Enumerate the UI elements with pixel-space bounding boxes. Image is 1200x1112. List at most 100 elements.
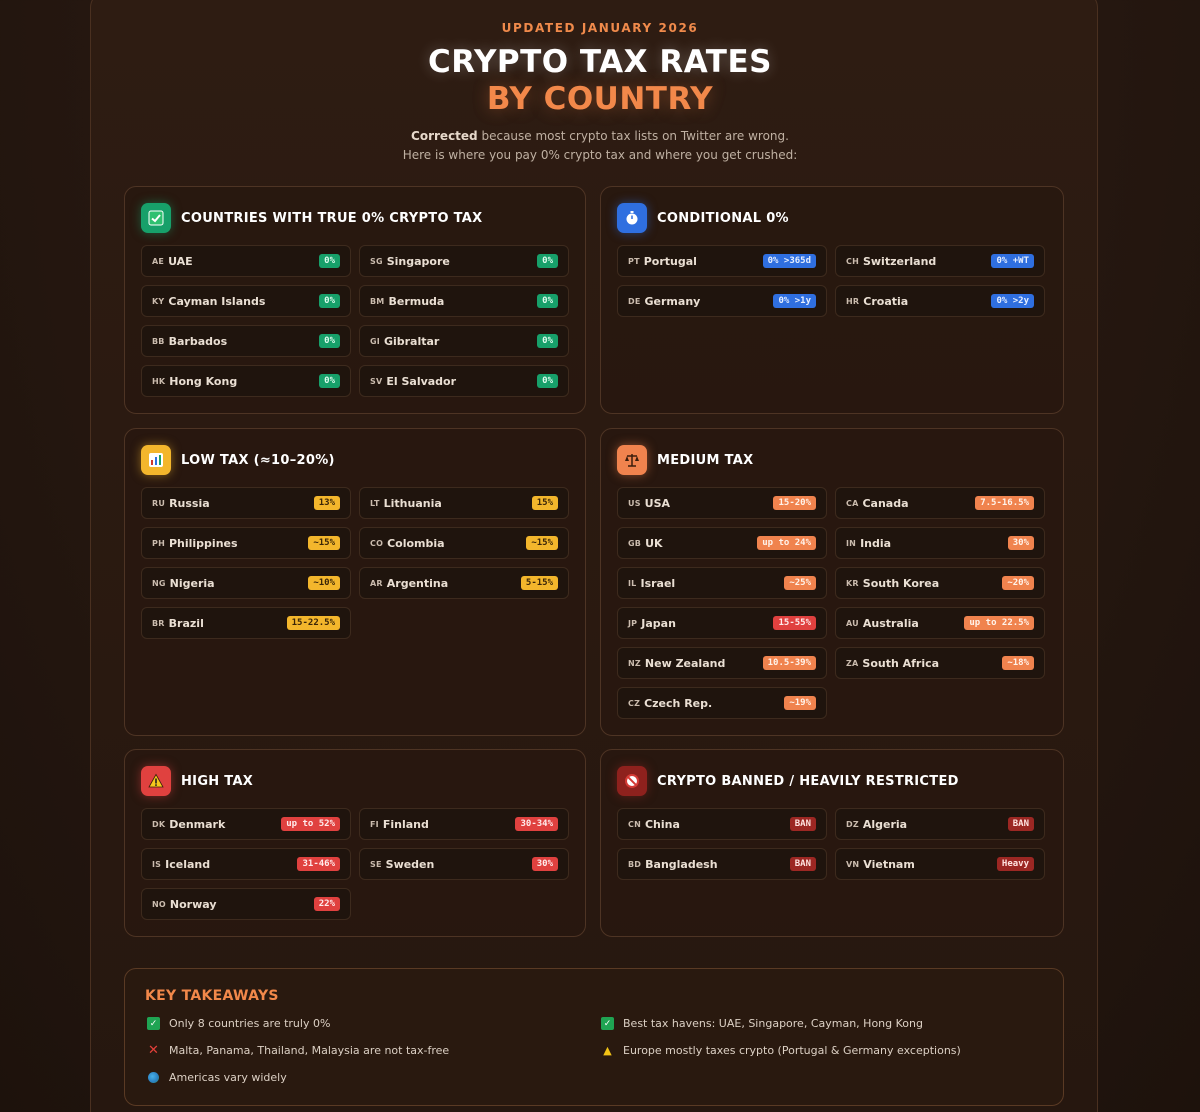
country-code: SV	[370, 376, 383, 386]
tax-rate-badge: ~20%	[1002, 576, 1034, 590]
country-code: PH	[152, 538, 165, 548]
bar-chart-icon	[141, 445, 171, 475]
country-code: ZA	[846, 658, 859, 668]
country-name: Hong Kong	[169, 374, 238, 388]
country-code: DK	[152, 819, 166, 829]
tax-rate-badge: 0%	[537, 334, 558, 348]
tax-rate-badge: 0%	[319, 374, 340, 388]
country-code: LT	[370, 498, 380, 508]
country-name: Colombia	[387, 536, 445, 550]
country-code: CH	[846, 256, 859, 266]
page-subtitle: Corrected because most crypto tax lists …	[0, 127, 1200, 165]
country-row: KR South Korea ~20%	[835, 567, 1045, 599]
country-row: LT Lithuania 15%	[359, 487, 569, 519]
tax-rate-badge: BAN	[1007, 817, 1034, 831]
country-name: Croatia	[863, 294, 909, 308]
takeaways-title: KEY TAKEAWAYS	[145, 988, 279, 1004]
takeaway-text: Only 8 countries are truly 0%	[169, 1017, 331, 1030]
tax-rate-badge: 0% +WT	[991, 254, 1034, 268]
tax-rate-badge: 0% >2y	[991, 294, 1034, 308]
tax-rate-badge: 31-46%	[297, 857, 340, 871]
section-header: MEDIUM TAX	[617, 445, 753, 475]
section-banned: CRYPTO BANNED / HEAVILY RESTRICTED CN Chi…	[600, 749, 1064, 937]
country-code: NZ	[628, 658, 641, 668]
check-icon: ✓	[601, 1017, 614, 1030]
country-code: BR	[152, 618, 165, 628]
country-name: Brazil	[168, 616, 204, 630]
country-list: US USA 15-20% CA Canada 7.5-16.5% GB UK up to 24…	[617, 487, 1045, 719]
check-icon: ✓	[147, 1017, 160, 1030]
country-code: SE	[370, 859, 382, 869]
country-row: BB Barbados 0%	[141, 325, 351, 357]
country-code: US	[628, 498, 641, 508]
country-code: IN	[846, 538, 857, 548]
country-row: KY Cayman Islands 0%	[141, 285, 351, 317]
section-header: COUNTRIES WITH TRUE 0% CRYPTO TAX	[141, 203, 482, 233]
country-name: Bermuda	[388, 294, 445, 308]
tax-rate-badge: 13%	[313, 496, 340, 510]
country-code: IL	[628, 578, 637, 588]
country-list: DK Denmark up to 52% FI Finland 30-34% IS Icela…	[141, 808, 569, 920]
country-row: ZA South Africa ~18%	[835, 647, 1045, 679]
country-code: FI	[370, 819, 379, 829]
country-row: BD Bangladesh BAN	[617, 848, 827, 880]
page-title-accent: BY COUNTRY	[486, 81, 714, 117]
scales-icon	[617, 445, 647, 475]
country-row: CN China BAN	[617, 808, 827, 840]
country-row: AU Australia up to 22.5%	[835, 607, 1045, 639]
country-code: GI	[370, 336, 380, 346]
subtitle-line2: Here is where you pay 0% crypto tax and …	[402, 148, 798, 162]
country-name: Portugal	[643, 254, 697, 268]
country-code: GB	[628, 538, 642, 548]
tax-rate-badge: 15-55%	[773, 616, 816, 630]
country-name: Denmark	[169, 817, 226, 831]
subtitle-rest: because most crypto tax lists on Twitter…	[481, 129, 789, 143]
country-row: NO Norway 22%	[141, 888, 351, 920]
tax-rate-badge: 0%	[319, 294, 340, 308]
country-code: NG	[152, 578, 166, 588]
section-title: CONDITIONAL 0%	[657, 210, 789, 226]
country-row: VN Vietnam Heavy	[835, 848, 1045, 880]
country-name: South Africa	[862, 656, 940, 670]
country-list: RU Russia 13% LT Lithuania 15% PH Philippines ~1…	[141, 487, 569, 639]
country-row: GI Gibraltar 0%	[359, 325, 569, 357]
tax-rate-badge: 0%	[537, 294, 558, 308]
country-row: AR Argentina 5-15%	[359, 567, 569, 599]
country-name: Sweden	[385, 857, 435, 871]
section-header: CRYPTO BANNED / HEAVILY RESTRICTED	[617, 766, 959, 796]
country-name: Bangladesh	[645, 857, 718, 871]
prohibited-icon	[617, 766, 647, 796]
section-title: COUNTRIES WITH TRUE 0% CRYPTO TAX	[181, 210, 483, 226]
country-name: Russia	[169, 496, 210, 510]
country-code: JP	[628, 618, 638, 628]
country-name: Gibraltar	[383, 334, 440, 348]
tax-rate-badge: 10.5-39%	[762, 656, 816, 670]
country-code: BB	[152, 336, 165, 346]
globe-icon	[147, 1071, 160, 1084]
country-code: KY	[152, 296, 165, 306]
cross-icon: ✕	[148, 1043, 159, 1058]
country-row: CH Switzerland 0% +WT	[835, 245, 1045, 277]
takeaway-text: Americas vary widely	[169, 1071, 287, 1084]
country-row: RU Russia 13%	[141, 487, 351, 519]
section-header: LOW TAX (≈10–20%)	[141, 445, 335, 475]
tax-rate-badge: 30%	[531, 857, 558, 871]
country-row: PT Portugal 0% >365d	[617, 245, 827, 277]
page-title: CRYPTO TAX RATES	[428, 44, 772, 80]
takeaway-item: ✕ Malta, Panama, Thailand, Malaysia are …	[147, 1043, 449, 1058]
country-code: HR	[846, 296, 860, 306]
country-row: NG Nigeria ~10%	[141, 567, 351, 599]
country-row: DZ Algeria BAN	[835, 808, 1045, 840]
tax-rate-badge: ~10%	[308, 576, 340, 590]
country-row: CO Colombia ~15%	[359, 527, 569, 559]
country-code: IS	[152, 859, 162, 869]
country-row: FI Finland 30-34%	[359, 808, 569, 840]
country-name: Norway	[169, 897, 217, 911]
warning-icon	[141, 766, 171, 796]
country-row: IS Iceland 31-46%	[141, 848, 351, 880]
tax-rate-badge: 30%	[1007, 536, 1034, 550]
country-row: HR Croatia 0% >2y	[835, 285, 1045, 317]
tax-rate-badge: 0%	[319, 334, 340, 348]
section-medium-tax: MEDIUM TAX US USA 15-20% CA Canada 7.5-16.5% G…	[600, 428, 1064, 736]
section-conditional: CONDITIONAL 0% PT Portugal 0% >365d CH Switz…	[600, 186, 1064, 414]
